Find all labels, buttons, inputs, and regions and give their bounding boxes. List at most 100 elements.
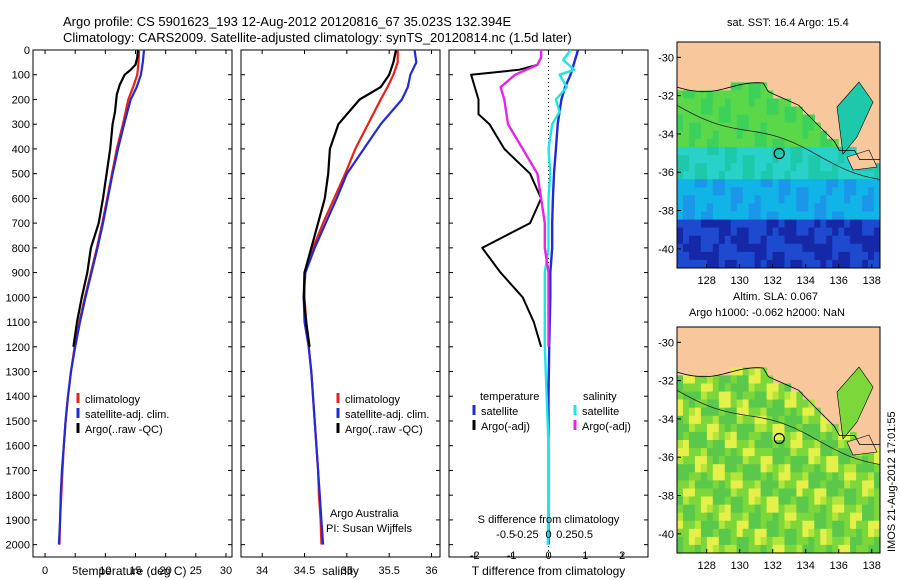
map-cell	[790, 211, 797, 221]
map-cell	[706, 448, 714, 457]
map-cell	[712, 520, 720, 530]
map-cell	[736, 155, 744, 164]
map-cell	[718, 179, 726, 188]
map-cell	[754, 383, 762, 393]
map-cell	[832, 163, 839, 172]
x2-tick-label: 0.5	[578, 529, 593, 541]
map-cell	[868, 472, 875, 481]
map-cell	[677, 423, 684, 433]
map-cell	[838, 187, 845, 196]
map-cell	[688, 399, 696, 409]
header-line2: Climatology: CARS2009. Satellite-adjuste…	[63, 30, 572, 45]
map-cell	[724, 496, 732, 506]
map-cell	[862, 227, 869, 237]
map-cell	[850, 211, 857, 221]
map-cell	[706, 106, 714, 116]
map-cell	[814, 456, 821, 465]
map-cell	[760, 415, 768, 425]
map-cell	[683, 448, 690, 457]
map-cell	[742, 488, 750, 498]
map-cell	[730, 227, 738, 237]
map-cell	[796, 536, 803, 546]
map-cell	[784, 203, 792, 213]
map-cell	[748, 367, 756, 377]
map-cell	[802, 528, 809, 538]
map-cell	[742, 448, 750, 457]
map-cell	[724, 448, 732, 457]
map-cell	[700, 122, 708, 132]
map-x-tick-label: 138	[863, 560, 881, 572]
map-cell	[683, 219, 690, 229]
map-cell	[712, 456, 720, 465]
map-cell	[826, 512, 833, 522]
map-cell	[724, 251, 732, 261]
map-cell	[730, 536, 738, 546]
map-cell	[796, 122, 803, 132]
map-cell	[832, 431, 839, 441]
map-y-tick-label: -30	[658, 52, 674, 64]
map-cell	[826, 440, 833, 449]
map-cell	[790, 243, 797, 253]
map-cell	[766, 536, 774, 546]
map-y-tick-label: -34	[658, 414, 674, 426]
map-cell	[802, 235, 809, 245]
map-cell	[748, 480, 756, 490]
map-cell	[694, 383, 702, 393]
map-cell	[796, 415, 803, 425]
map-cell	[796, 163, 803, 172]
map-cell	[677, 391, 684, 401]
map-cell	[683, 235, 690, 245]
map-cell	[748, 544, 756, 553]
map-cell	[712, 472, 720, 481]
map-cell	[694, 155, 702, 164]
map-cell	[778, 448, 786, 457]
map-cell	[796, 138, 803, 148]
map-cell	[748, 464, 756, 473]
map-cell	[868, 520, 875, 530]
map-cell	[772, 235, 780, 245]
x2-tick-label: -0.5	[496, 529, 515, 541]
map-cell	[844, 440, 851, 449]
map-cell	[748, 211, 756, 221]
map-cell	[754, 235, 762, 245]
map-cell	[718, 195, 726, 205]
map-cell	[856, 496, 863, 506]
map-cell	[742, 480, 750, 490]
map-cell	[832, 512, 839, 522]
map-cell	[712, 391, 720, 401]
map-cell	[706, 179, 714, 188]
map-cell	[826, 219, 833, 229]
map-cell	[790, 512, 797, 522]
sla-map-panel: 128 130 132 134 136 138 -30 -32 -34 -36 -38 -40	[658, 326, 881, 572]
map-cell	[772, 504, 780, 514]
map-cell	[814, 187, 821, 196]
map-cell	[766, 496, 774, 506]
map-cell	[838, 504, 845, 514]
map-cell	[694, 544, 702, 553]
map-cell	[760, 375, 768, 385]
map-cell	[820, 243, 827, 253]
map-field	[677, 327, 880, 553]
map-cell	[868, 456, 875, 465]
map-cell	[688, 211, 696, 221]
map-cell	[736, 90, 744, 100]
map-cell	[677, 211, 684, 221]
map-cell	[856, 528, 863, 538]
map-cell	[736, 448, 744, 457]
map-cell	[808, 211, 815, 221]
map-cell	[844, 187, 851, 196]
map-cell	[772, 243, 780, 253]
map-cell	[736, 512, 744, 522]
map-cell	[736, 520, 744, 530]
map-cell	[742, 520, 750, 530]
map-cell	[790, 399, 797, 409]
gulf-water	[836, 81, 874, 155]
map-cell	[826, 504, 833, 514]
map-cell	[754, 375, 762, 385]
map-cell	[677, 448, 684, 457]
map-cell	[784, 187, 792, 196]
map-cell	[683, 383, 690, 393]
map-cell	[796, 187, 803, 196]
gulf-water	[836, 366, 874, 440]
